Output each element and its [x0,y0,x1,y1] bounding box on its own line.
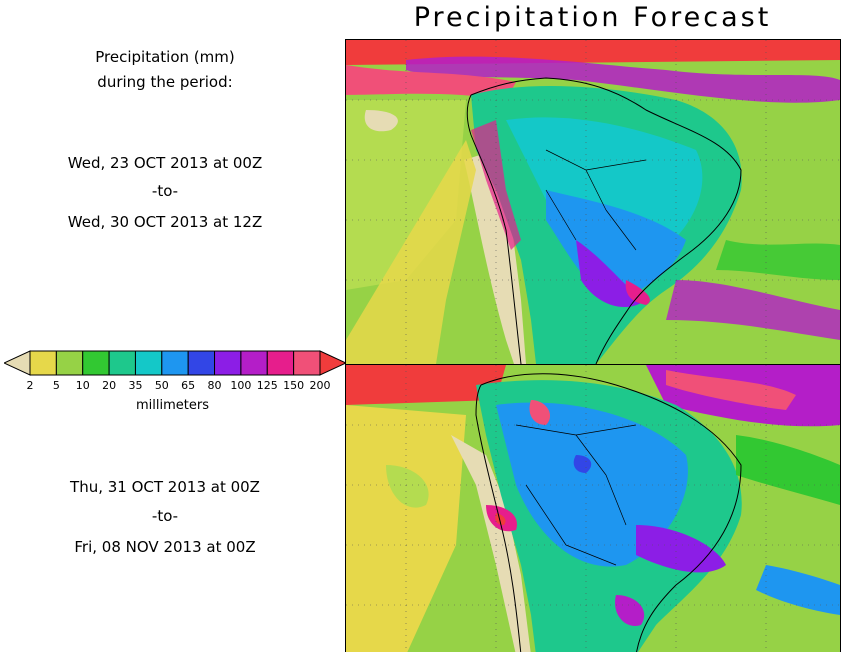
period1-end: Wed, 30 OCT 2013 at 12Z [67,213,263,231]
colorbar-tick-label: 150 [283,379,305,392]
colorbar-left-arrow [4,350,31,376]
colorbar-tick-label: 50 [154,379,169,392]
map-panel-period1 [345,39,841,365]
continent-outline-icon [466,77,742,364]
colorbar-box [29,350,57,376]
colorbar-box [108,350,136,376]
period2-end: Fri, 08 NOV 2013 at 00Z [74,538,256,556]
country-border-icon [515,424,637,566]
header-line-1: Precipitation (mm) [95,48,235,66]
country-border-icon [545,149,647,251]
colorbar-box [214,350,242,376]
colorbar-box [82,350,110,376]
map-panel-period2 [345,364,841,652]
continent-outline-icon [475,373,742,652]
colorbar-tick-label: 125 [256,379,278,392]
colorbar-tick-label: 35 [128,379,143,392]
precip-map-1 [346,40,840,364]
period2-separator: -to- [151,507,179,525]
colorbar-unit: millimeters [136,398,209,413]
period1-separator: -to- [151,182,179,200]
colorbar-tick-label: 20 [102,379,117,392]
period2-start: Thu, 31 OCT 2013 at 00Z [70,478,260,496]
colorbar-box [266,350,295,376]
colorbar-tick-label: 5 [52,379,60,392]
colorbar-box [293,350,321,376]
colorbar-box [134,350,163,376]
colorbar-tick-label: 2 [26,379,34,392]
colorbar-box [187,350,216,376]
page-title: Precipitation Forecast [413,2,772,33]
colorbar-right-arrow [319,350,346,376]
colorbar-tick-label: 100 [230,379,252,392]
colorbar-tick-label: 200 [309,379,331,392]
header-line-2: during the period: [97,73,233,91]
colorbar-box [55,350,84,376]
colorbar-labels: 2 5 10 20 35 50 65 80 100 125 150 200 [0,379,345,393]
period1-start: Wed, 23 OCT 2013 at 00Z [67,154,263,172]
colorbar-box [161,350,189,376]
colorbar-box [240,350,268,376]
colorbar-tick-label: 80 [207,379,222,392]
colorbar [4,350,346,376]
colorbar-tick-label: 65 [181,379,196,392]
colorbar-tick-label: 10 [75,379,90,392]
precip-map-2 [346,365,840,652]
